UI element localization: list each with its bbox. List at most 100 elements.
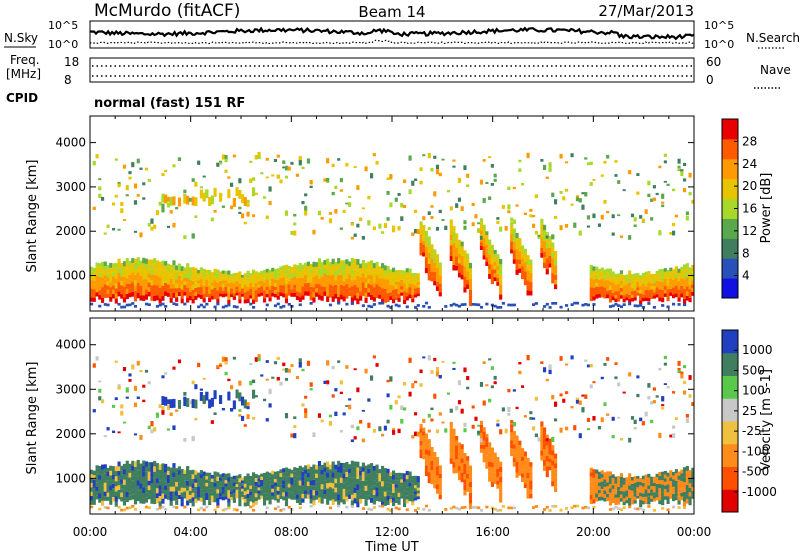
heatmap-cell (435, 164, 440, 170)
heatmap-cell (411, 501, 415, 506)
heatmap-cell (468, 295, 473, 301)
heatmap-cell (166, 225, 171, 228)
heatmap-cell (147, 476, 151, 481)
heatmap-cell (381, 476, 385, 482)
heatmap-cell (367, 196, 371, 200)
heatmap-cell (650, 401, 654, 405)
heatmap-cell (537, 234, 541, 238)
heatmap-cell (570, 153, 574, 158)
heatmap-cell (683, 380, 687, 384)
heatmap-cell (323, 489, 327, 495)
heatmap-cell (523, 262, 527, 267)
heatmap-cell (578, 400, 582, 405)
heatmap-cell (361, 291, 365, 297)
heatmap-cell (205, 391, 209, 401)
heatmap-cell (619, 277, 624, 281)
heatmap-cell (208, 297, 212, 302)
heatmap-cell (405, 499, 409, 504)
heatmap-cell (641, 218, 645, 223)
heatmap-cell (617, 507, 621, 510)
heatmap-cell (282, 476, 286, 481)
heatmap-cell (433, 357, 437, 362)
heatmap-cell (619, 508, 624, 512)
heatmap-cell (518, 445, 522, 450)
heatmap-cell (144, 461, 149, 467)
heatmap-cell (323, 260, 327, 265)
heatmap-cell (128, 468, 132, 473)
heatmap-cell (652, 283, 656, 287)
heatmap-cell (361, 264, 365, 269)
heatmap-cell (403, 287, 407, 292)
heatmap-cell (666, 183, 670, 186)
heatmap-cell (400, 203, 404, 208)
heatmap-cell (290, 495, 294, 500)
heatmap-cell (361, 471, 365, 477)
heatmap-cell (427, 227, 431, 230)
heatmap-cell (575, 399, 580, 404)
heatmap-cell (658, 293, 662, 298)
heatmap-cell (188, 291, 192, 297)
heatmap-cell (282, 281, 286, 286)
heatmap-cell (597, 268, 602, 273)
heatmap-cell (219, 271, 223, 275)
heatmap-cell (680, 274, 684, 279)
colorbar-tick-label: -25 (742, 424, 762, 438)
heatmap-cell (260, 286, 264, 290)
heatmap-cell (633, 287, 637, 291)
heatmap-cell (683, 303, 687, 307)
heatmap-cell (529, 411, 533, 415)
heatmap-cell (677, 360, 681, 366)
heatmap-cell (356, 287, 360, 293)
nsky-tick-bottom: 10^0 (48, 38, 78, 51)
heatmap-cell (378, 290, 382, 295)
heatmap-cell (584, 359, 588, 362)
heatmap-cell (666, 500, 670, 504)
heatmap-cell (350, 302, 354, 305)
heatmap-cell (477, 228, 481, 232)
heatmap-cell (252, 299, 256, 304)
heatmap-cell (260, 280, 264, 284)
heatmap-cell (276, 356, 280, 360)
heatmap-cell (279, 288, 283, 293)
heatmap-cell (551, 192, 555, 197)
heatmap-cell (279, 306, 283, 309)
heatmap-cell (477, 303, 481, 307)
heatmap-cell (422, 244, 426, 249)
heatmap-cell (433, 249, 437, 254)
heatmap-cell (677, 492, 681, 497)
heatmap-cell (427, 455, 431, 462)
heatmap-cell (112, 228, 116, 231)
heatmap-cell (230, 276, 234, 280)
heatmap-cell (161, 375, 165, 379)
heatmap-cell (221, 290, 225, 294)
heatmap-cell (359, 498, 363, 504)
heatmap-cell (422, 229, 426, 233)
heatmap-cell (666, 293, 670, 298)
heatmap-cell (293, 288, 297, 293)
heatmap-cell (488, 461, 492, 467)
heatmap-cell (608, 305, 613, 308)
heatmap-cell (216, 365, 220, 368)
heatmap-cell (499, 461, 503, 467)
heatmap-cell (663, 271, 667, 276)
heatmap-cell (496, 464, 500, 469)
heatmap-cell (326, 472, 330, 478)
heatmap-cell (175, 477, 179, 482)
heatmap-cell (592, 303, 596, 306)
heatmap-cell (345, 491, 349, 497)
heatmap-cell (112, 267, 116, 273)
heatmap-cell (446, 392, 451, 395)
heatmap-cell (144, 268, 149, 275)
heatmap-cell (419, 369, 423, 374)
heatmap-cell (265, 157, 269, 161)
heatmap-cell (90, 474, 94, 479)
heatmap-cell (510, 237, 514, 242)
heatmap-cell (216, 277, 220, 283)
heatmap-cell (101, 282, 105, 288)
heatmap-cell (208, 488, 212, 493)
heatmap-cell (630, 416, 635, 420)
heatmap-cell (202, 488, 206, 493)
heatmap-cell (290, 508, 294, 511)
heatmap-cell (383, 472, 387, 478)
heatmap-cell (658, 476, 662, 481)
